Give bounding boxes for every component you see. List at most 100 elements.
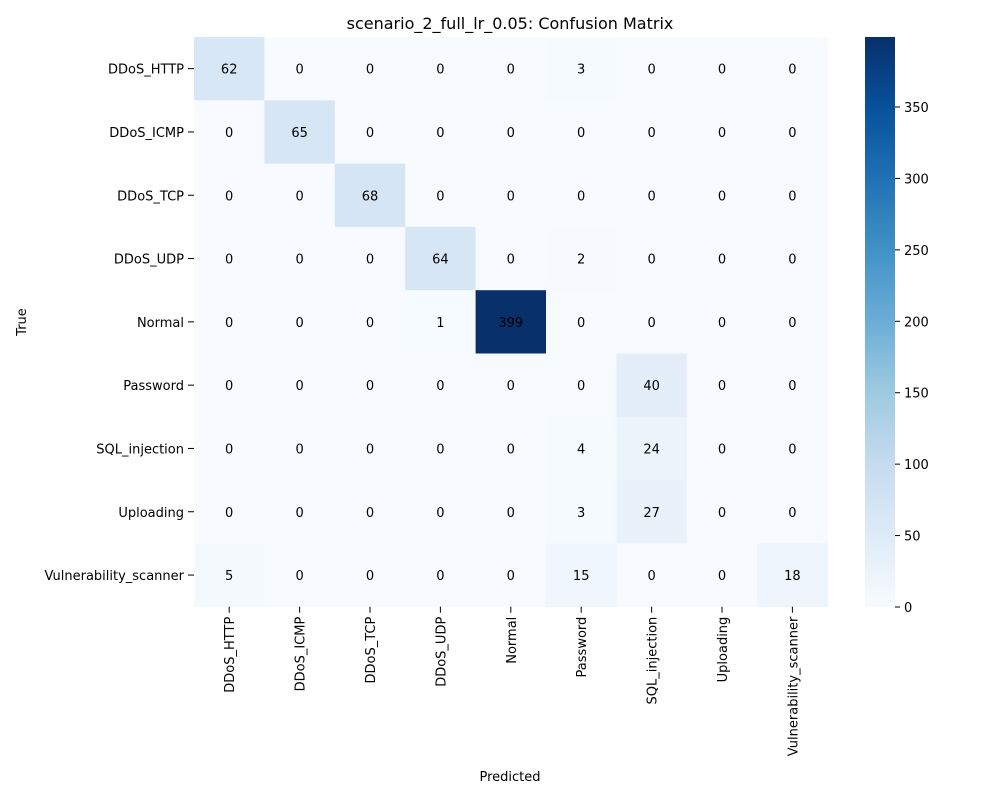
heatmap-cell [686, 353, 758, 418]
cell-value-label: 0 [366, 253, 374, 268]
x-tick-label: SQL_injection [646, 617, 661, 705]
heatmap-cell [264, 37, 336, 101]
cell-value-label: 0 [788, 189, 796, 204]
cell-value-label: 0 [225, 189, 233, 204]
heatmap-cell [546, 226, 617, 291]
cell-value-label: 0 [507, 189, 515, 204]
x-tick-label: DDoS_TCP [364, 617, 379, 684]
heatmap-cell [334, 100, 406, 165]
cell-value-label: 0 [436, 126, 444, 141]
heatmap-cell [616, 480, 688, 544]
heatmap-cell [334, 290, 406, 354]
y-tick-label: DDoS_HTTP [108, 63, 184, 78]
cell-value-label: 65 [291, 126, 308, 141]
cell-value-label: 0 [295, 189, 303, 204]
heatmap-cell [405, 480, 477, 544]
colorbar-ticks: 0 50 100 150 200 250 300 350 [895, 101, 929, 616]
cell-value-label: 0 [366, 316, 374, 331]
heatmap-cell [405, 543, 477, 608]
x-tick-label: DDoS_UDP [434, 617, 449, 687]
cell-value-label: 0 [577, 316, 585, 331]
heatmap-cell [194, 543, 265, 608]
heatmap-cell [616, 543, 688, 608]
y-tick-label: DDoS_ICMP [109, 126, 184, 141]
heatmap-cell [546, 290, 617, 354]
x-tick-label: DDoS_ICMP [294, 617, 309, 692]
cell-value-label: 0 [788, 126, 796, 141]
heatmap-cell [686, 543, 758, 608]
heatmap-cells [194, 37, 829, 608]
cell-value-label: 0 [225, 442, 233, 457]
heatmap-cell [757, 353, 829, 418]
cell-value-label: 0 [577, 189, 585, 204]
cell-value-label: 62 [221, 63, 238, 78]
cell-value-label: 1 [436, 316, 444, 331]
heatmap-cell [686, 226, 758, 291]
cell-value-label: 3 [577, 506, 585, 521]
cell-value-label: 0 [436, 506, 444, 521]
heatmap-cell [475, 543, 547, 608]
heatmap-cell [405, 226, 477, 291]
heatmap-cell [757, 416, 829, 481]
cell-value-label: 0 [507, 569, 515, 584]
cell-value-label: 64 [432, 253, 449, 268]
cell-value-label: 15 [573, 569, 590, 584]
heatmap-cell [194, 290, 265, 354]
heatmap-cell [686, 163, 758, 228]
cell-value-label: 0 [436, 569, 444, 584]
heatmap-cell [546, 480, 617, 544]
y-tick-label: SQL_injection [96, 442, 184, 457]
cell-value-label: 0 [647, 253, 655, 268]
heatmap-cell [757, 163, 829, 228]
cell-value-label: 0 [788, 506, 796, 521]
cell-value-label: 0 [718, 506, 726, 521]
cell-value-label: 27 [643, 506, 660, 521]
cell-value-label: 0 [225, 379, 233, 394]
cell-value-label: 0 [507, 126, 515, 141]
colorbar-tick-label: 300 [904, 172, 929, 187]
heatmap-cell [194, 37, 265, 101]
cell-value-label: 0 [295, 316, 303, 331]
heatmap-cell [686, 37, 758, 101]
cell-value-label: 0 [718, 442, 726, 457]
cell-value-label: 0 [225, 506, 233, 521]
cell-value-label: 24 [643, 442, 660, 457]
colorbar-tick-label: 100 [904, 458, 929, 473]
heatmap-cell [475, 353, 547, 418]
cell-value-label: 0 [225, 253, 233, 268]
cell-value-label: 0 [366, 63, 374, 78]
x-tick-label: Normal [505, 617, 520, 664]
cell-value-label: 0 [295, 569, 303, 584]
heatmap-cell [334, 543, 406, 608]
y-tick-label: Normal [137, 316, 184, 331]
heatmap-cell [194, 163, 265, 228]
cell-value-label: 0 [225, 126, 233, 141]
heatmap-cell [194, 416, 265, 481]
heatmap-cell [264, 100, 336, 165]
cell-value-label: 0 [577, 126, 585, 141]
cell-value-label: 0 [647, 126, 655, 141]
heatmap-cell [757, 543, 829, 608]
cell-value-label: 0 [647, 569, 655, 584]
heatmap-cell [405, 416, 477, 481]
heatmap-cell [264, 480, 336, 544]
heatmap-cell [616, 163, 688, 228]
y-axis: DDoS_HTTP DDoS_ICMP DDoS_TCP DDoS_UDP Normal… [45, 63, 194, 584]
cell-value-label: 0 [507, 63, 515, 78]
cell-value-label: 0 [718, 569, 726, 584]
y-axis-label: True [15, 308, 30, 337]
cell-value-label: 0 [295, 253, 303, 268]
heatmap-cell [616, 100, 688, 165]
heatmap-cell [757, 37, 829, 101]
heatmap-cell-labels: 62 0 0 0 0 3 0 0 0 0 65 0 0 0 0 0 0 0 0 0 68 0 0 0 0 0 0 0 0 0 64 0 2 0 0 0… [221, 63, 801, 584]
heatmap-cell [405, 100, 477, 165]
heatmap-cell [546, 353, 617, 418]
cell-value-label: 0 [366, 442, 374, 457]
heatmap-cell [475, 290, 547, 354]
x-tick-label: Uploading [716, 617, 731, 683]
x-axis: DDoS_HTTP DDoS_ICMP DDoS_TCP DDoS_UDP Normal… [223, 606, 801, 756]
cell-value-label: 0 [295, 379, 303, 394]
heatmap-cell [757, 290, 829, 354]
heatmap-cell [194, 480, 265, 544]
heatmap-cell [616, 226, 688, 291]
